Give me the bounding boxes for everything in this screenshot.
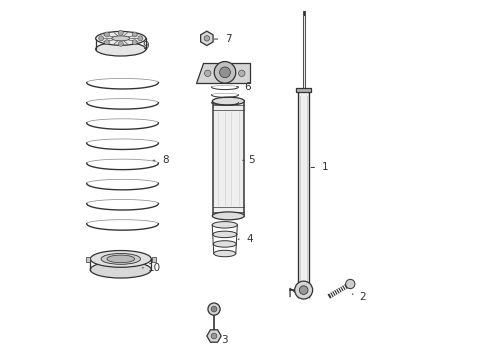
Circle shape bbox=[204, 70, 210, 77]
Circle shape bbox=[345, 279, 354, 289]
Circle shape bbox=[214, 62, 235, 83]
Ellipse shape bbox=[101, 253, 140, 264]
Text: 3: 3 bbox=[221, 334, 227, 345]
Circle shape bbox=[211, 333, 217, 339]
Polygon shape bbox=[196, 63, 249, 83]
Text: 2: 2 bbox=[359, 292, 365, 302]
Bar bbox=[85, 257, 90, 262]
Text: 10: 10 bbox=[147, 263, 161, 273]
Text: 5: 5 bbox=[247, 155, 254, 165]
Ellipse shape bbox=[212, 222, 237, 228]
Bar bbox=[298, 92, 308, 297]
Bar bbox=[213, 101, 243, 216]
Circle shape bbox=[138, 36, 142, 41]
Ellipse shape bbox=[96, 31, 145, 45]
Circle shape bbox=[118, 41, 123, 46]
Text: 8: 8 bbox=[162, 155, 168, 165]
Circle shape bbox=[203, 36, 209, 41]
Ellipse shape bbox=[212, 97, 244, 105]
Text: 7: 7 bbox=[224, 34, 231, 44]
Circle shape bbox=[118, 30, 123, 35]
Bar bbox=[152, 257, 156, 262]
Circle shape bbox=[104, 40, 109, 45]
Text: 1: 1 bbox=[321, 162, 327, 172]
Circle shape bbox=[211, 306, 217, 312]
Circle shape bbox=[219, 67, 230, 78]
Ellipse shape bbox=[90, 251, 151, 267]
Circle shape bbox=[294, 281, 312, 299]
Text: 4: 4 bbox=[246, 234, 252, 244]
Ellipse shape bbox=[90, 261, 151, 278]
Ellipse shape bbox=[213, 241, 236, 247]
Ellipse shape bbox=[212, 231, 236, 238]
Text: 6: 6 bbox=[244, 82, 251, 92]
Circle shape bbox=[207, 303, 220, 315]
Ellipse shape bbox=[96, 42, 145, 56]
Circle shape bbox=[299, 286, 307, 294]
Circle shape bbox=[238, 70, 244, 77]
Circle shape bbox=[99, 36, 103, 41]
Circle shape bbox=[104, 32, 109, 37]
Bar bbox=[296, 88, 310, 92]
Ellipse shape bbox=[112, 36, 129, 41]
Circle shape bbox=[132, 40, 137, 45]
Ellipse shape bbox=[213, 250, 235, 257]
Circle shape bbox=[132, 32, 137, 37]
Ellipse shape bbox=[212, 212, 244, 220]
Text: 9: 9 bbox=[142, 41, 149, 50]
Ellipse shape bbox=[107, 255, 134, 263]
